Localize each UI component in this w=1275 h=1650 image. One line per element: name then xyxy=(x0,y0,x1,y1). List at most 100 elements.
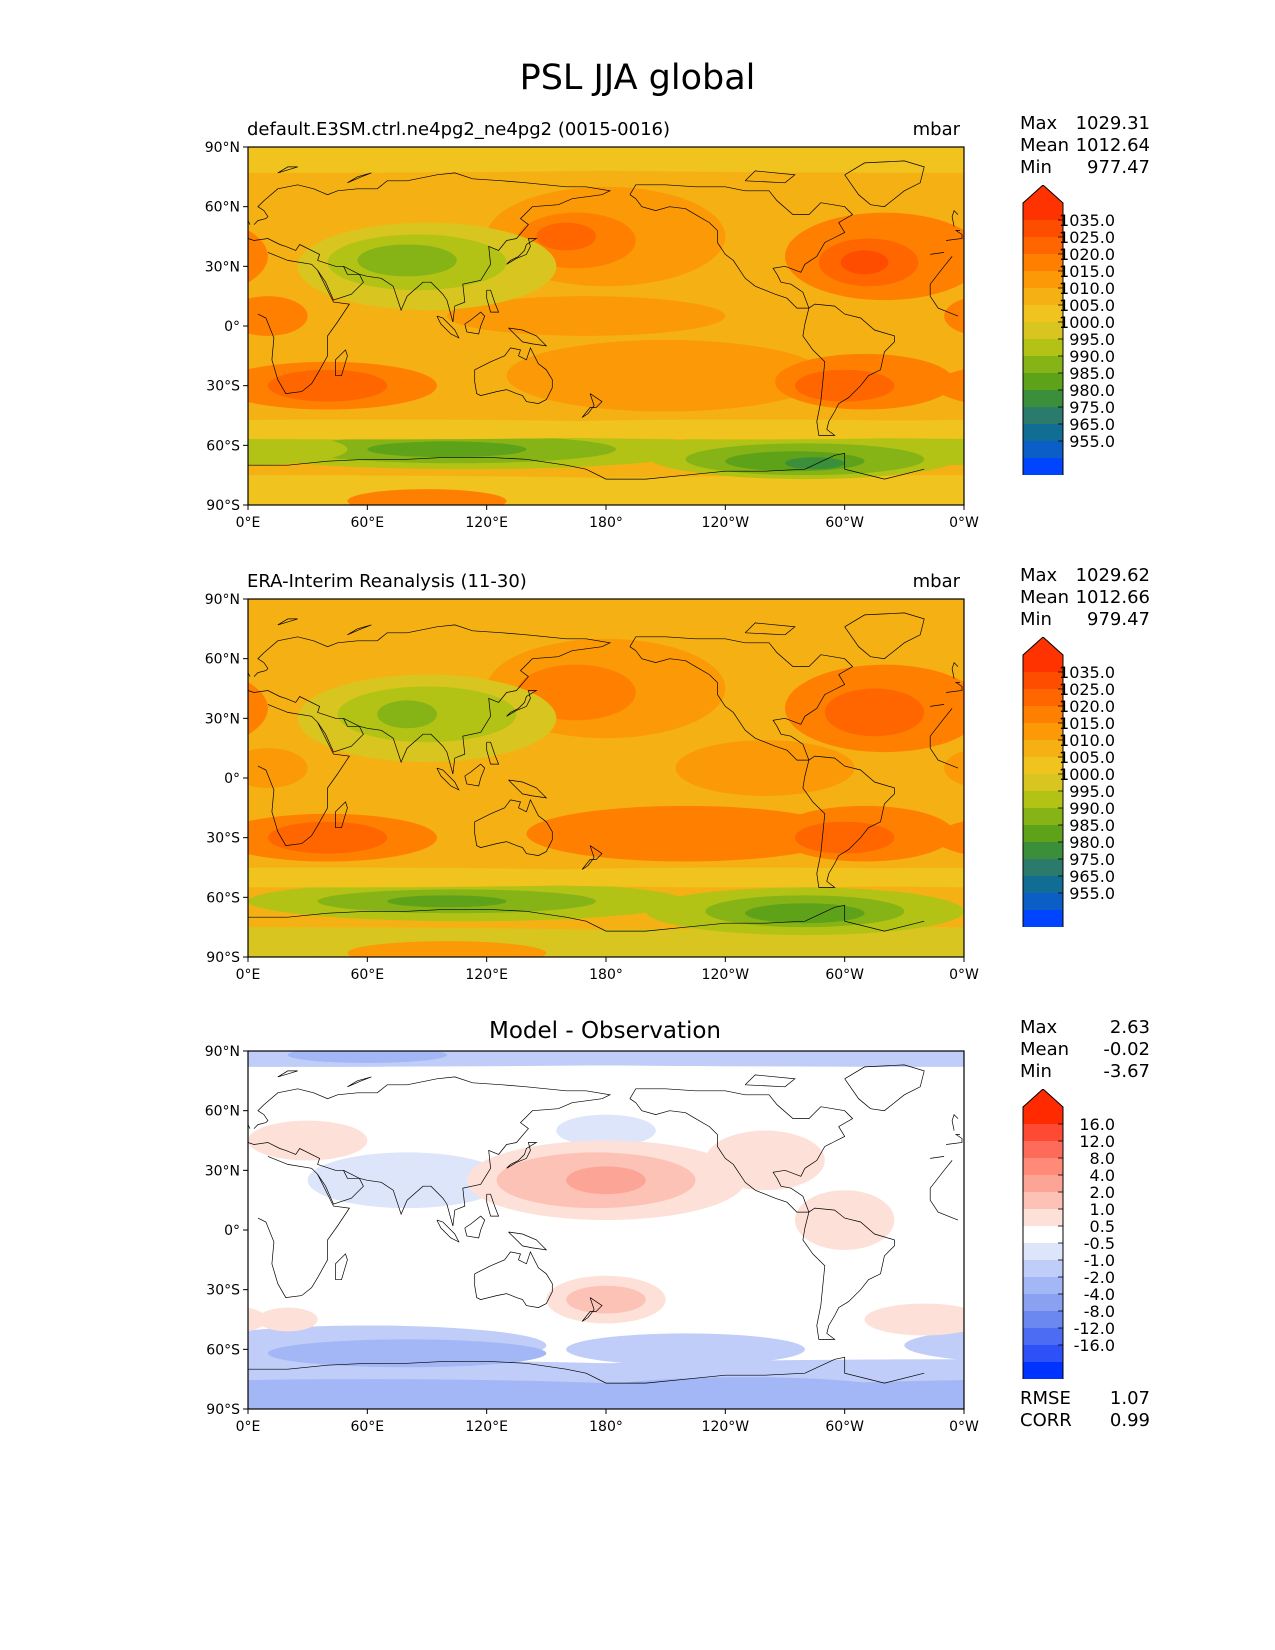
stat-value: -0.02 xyxy=(1103,1039,1150,1060)
coastline xyxy=(347,624,372,636)
colorbar-tick-label: 0.5 xyxy=(1090,1217,1115,1236)
colorbar-tick-label: 1020.0 xyxy=(1059,245,1115,264)
colorbar-segment xyxy=(1023,672,1063,689)
field-contour xyxy=(248,433,348,466)
coastlines xyxy=(248,1064,963,1384)
colorbar-tick-label: 990.0 xyxy=(1069,799,1115,818)
colorbar-tick-label: 1025.0 xyxy=(1059,680,1115,699)
colorbar-tick-label: 2.0 xyxy=(1090,1183,1115,1202)
coastline xyxy=(257,252,959,394)
colorbar-segment xyxy=(1023,356,1063,373)
colorbar-segment xyxy=(1023,740,1063,757)
field-contour xyxy=(964,1121,980,1161)
field-contour xyxy=(248,147,964,173)
panel-3-stats: Max 2.63 Mean -0.02 Min -3.67 xyxy=(1020,1017,1150,1083)
colorbar-tick-label: -0.5 xyxy=(1084,1234,1115,1253)
field-contour xyxy=(347,941,547,957)
coastline xyxy=(317,718,364,753)
colorbar-tick-label: 980.0 xyxy=(1069,381,1115,400)
panel-2-units: mbar xyxy=(912,571,960,592)
field-contour xyxy=(257,1307,318,1332)
colorbar-segment xyxy=(1023,689,1063,706)
colorbar-tick-label: 1020.0 xyxy=(1059,697,1115,716)
coastline xyxy=(248,624,963,775)
colorbar-tick-label: -16.0 xyxy=(1074,1336,1115,1355)
stat-key: Max xyxy=(1020,565,1058,586)
coastlines xyxy=(248,612,963,932)
field-contour xyxy=(556,1114,656,1147)
coastline xyxy=(508,779,548,799)
lon-tick-label: 180° xyxy=(589,1419,623,1435)
lat-tick-label: 0° xyxy=(224,771,240,787)
coastline xyxy=(744,1074,796,1088)
lat-tick-label: 60°N xyxy=(205,652,240,668)
coastline xyxy=(802,1207,895,1340)
coastline xyxy=(744,170,796,184)
stat-value: -3.67 xyxy=(1103,1061,1150,1082)
field-contour xyxy=(377,700,437,729)
coastline xyxy=(474,1250,553,1308)
colorbar-segment xyxy=(1023,859,1063,876)
colorbar-tick-label: -2.0 xyxy=(1084,1268,1115,1287)
colorbar-extend-top xyxy=(1023,637,1063,672)
field-contour xyxy=(974,1308,980,1332)
colorbar-tick-label: 980.0 xyxy=(1069,833,1115,852)
colorbar-tick-label: -4.0 xyxy=(1084,1285,1115,1304)
colorbar-tick-label: 1015.0 xyxy=(1059,262,1115,281)
colorbar-tick-label: 1005.0 xyxy=(1059,296,1115,315)
field-contour xyxy=(824,688,925,737)
stat-key: Mean xyxy=(1020,1039,1070,1060)
colorbar-tick-label: 16.0 xyxy=(1079,1115,1115,1134)
lat-tick-label: 30°N xyxy=(205,711,240,727)
panel-3-colorbar: 16.012.08.04.02.01.00.5-0.5-1.0-2.0-4.0-… xyxy=(1022,1089,1115,1379)
colorbar-tick-label: 1025.0 xyxy=(1059,228,1115,247)
colorbar-extend-top xyxy=(1023,1089,1063,1124)
panel-1-label: default.E3SM.ctrl.ne4pg2_ne4pg2 (0015-00… xyxy=(247,119,670,140)
colorbar-tick-label: 975.0 xyxy=(1069,398,1115,417)
stat-key: CORR xyxy=(1020,1410,1072,1431)
lon-tick-label: 0°W xyxy=(949,515,979,531)
coastline xyxy=(277,618,298,626)
figure-title: PSL JJA global xyxy=(519,58,756,98)
field-contour xyxy=(248,682,268,735)
coastline xyxy=(508,1231,548,1251)
coastline xyxy=(317,1170,364,1205)
colorbar-segment xyxy=(1023,723,1063,740)
field-contour xyxy=(840,250,889,275)
lon-tick-label: 60°W xyxy=(825,967,864,983)
colorbar-segment xyxy=(1023,1311,1063,1328)
colorbar-tick-label: -12.0 xyxy=(1074,1319,1115,1338)
lon-tick-label: 0°E xyxy=(236,515,261,531)
panel-1-stats: Max 1029.31 Mean 1012.64 Min 977.47 xyxy=(1020,113,1150,179)
colorbar-extend-top xyxy=(1023,185,1063,220)
lon-tick-label: 60°E xyxy=(350,515,384,531)
field-contour xyxy=(675,740,855,796)
colorbar-segment xyxy=(1023,791,1063,808)
panel-1-colorbar: 1035.01025.01020.01015.01010.01005.01000… xyxy=(1022,185,1115,475)
panel-3-map: 90°N 60°N 30°N 0° 30°S 60°S 90°S0°E 60°E 120°E 18… xyxy=(205,1044,980,1435)
colorbar-extend-bottom xyxy=(1023,458,1063,475)
field-contour xyxy=(794,821,895,854)
colorbar-tick-label: 1035.0 xyxy=(1059,211,1115,230)
stat-key: Mean xyxy=(1020,587,1070,608)
panel-2-label: ERA-Interim Reanalysis (11-30) xyxy=(247,571,527,592)
coastline xyxy=(506,690,538,717)
field-contour xyxy=(387,895,507,908)
lat-tick-label: 90°S xyxy=(206,950,240,966)
field-contour xyxy=(267,369,388,402)
lon-tick-label: 0°E xyxy=(236,967,261,983)
stat-key: Max xyxy=(1020,113,1058,134)
coastline xyxy=(844,612,925,660)
colorbar-tick-label: 1000.0 xyxy=(1059,313,1115,332)
coastline xyxy=(506,238,538,265)
coastline xyxy=(464,1215,486,1239)
colorbar-segment xyxy=(1023,774,1063,791)
lon-tick-label: 0°W xyxy=(949,967,979,983)
stat-value: 1029.31 xyxy=(1075,113,1150,134)
colorbar-tick-label: 975.0 xyxy=(1069,850,1115,869)
colorbar-extend-bottom xyxy=(1023,910,1063,927)
colorbar-segment xyxy=(1023,757,1063,774)
colorbar-segment xyxy=(1023,1192,1063,1209)
lat-tick-label: 30°S xyxy=(206,379,240,395)
field-contour xyxy=(347,489,507,505)
